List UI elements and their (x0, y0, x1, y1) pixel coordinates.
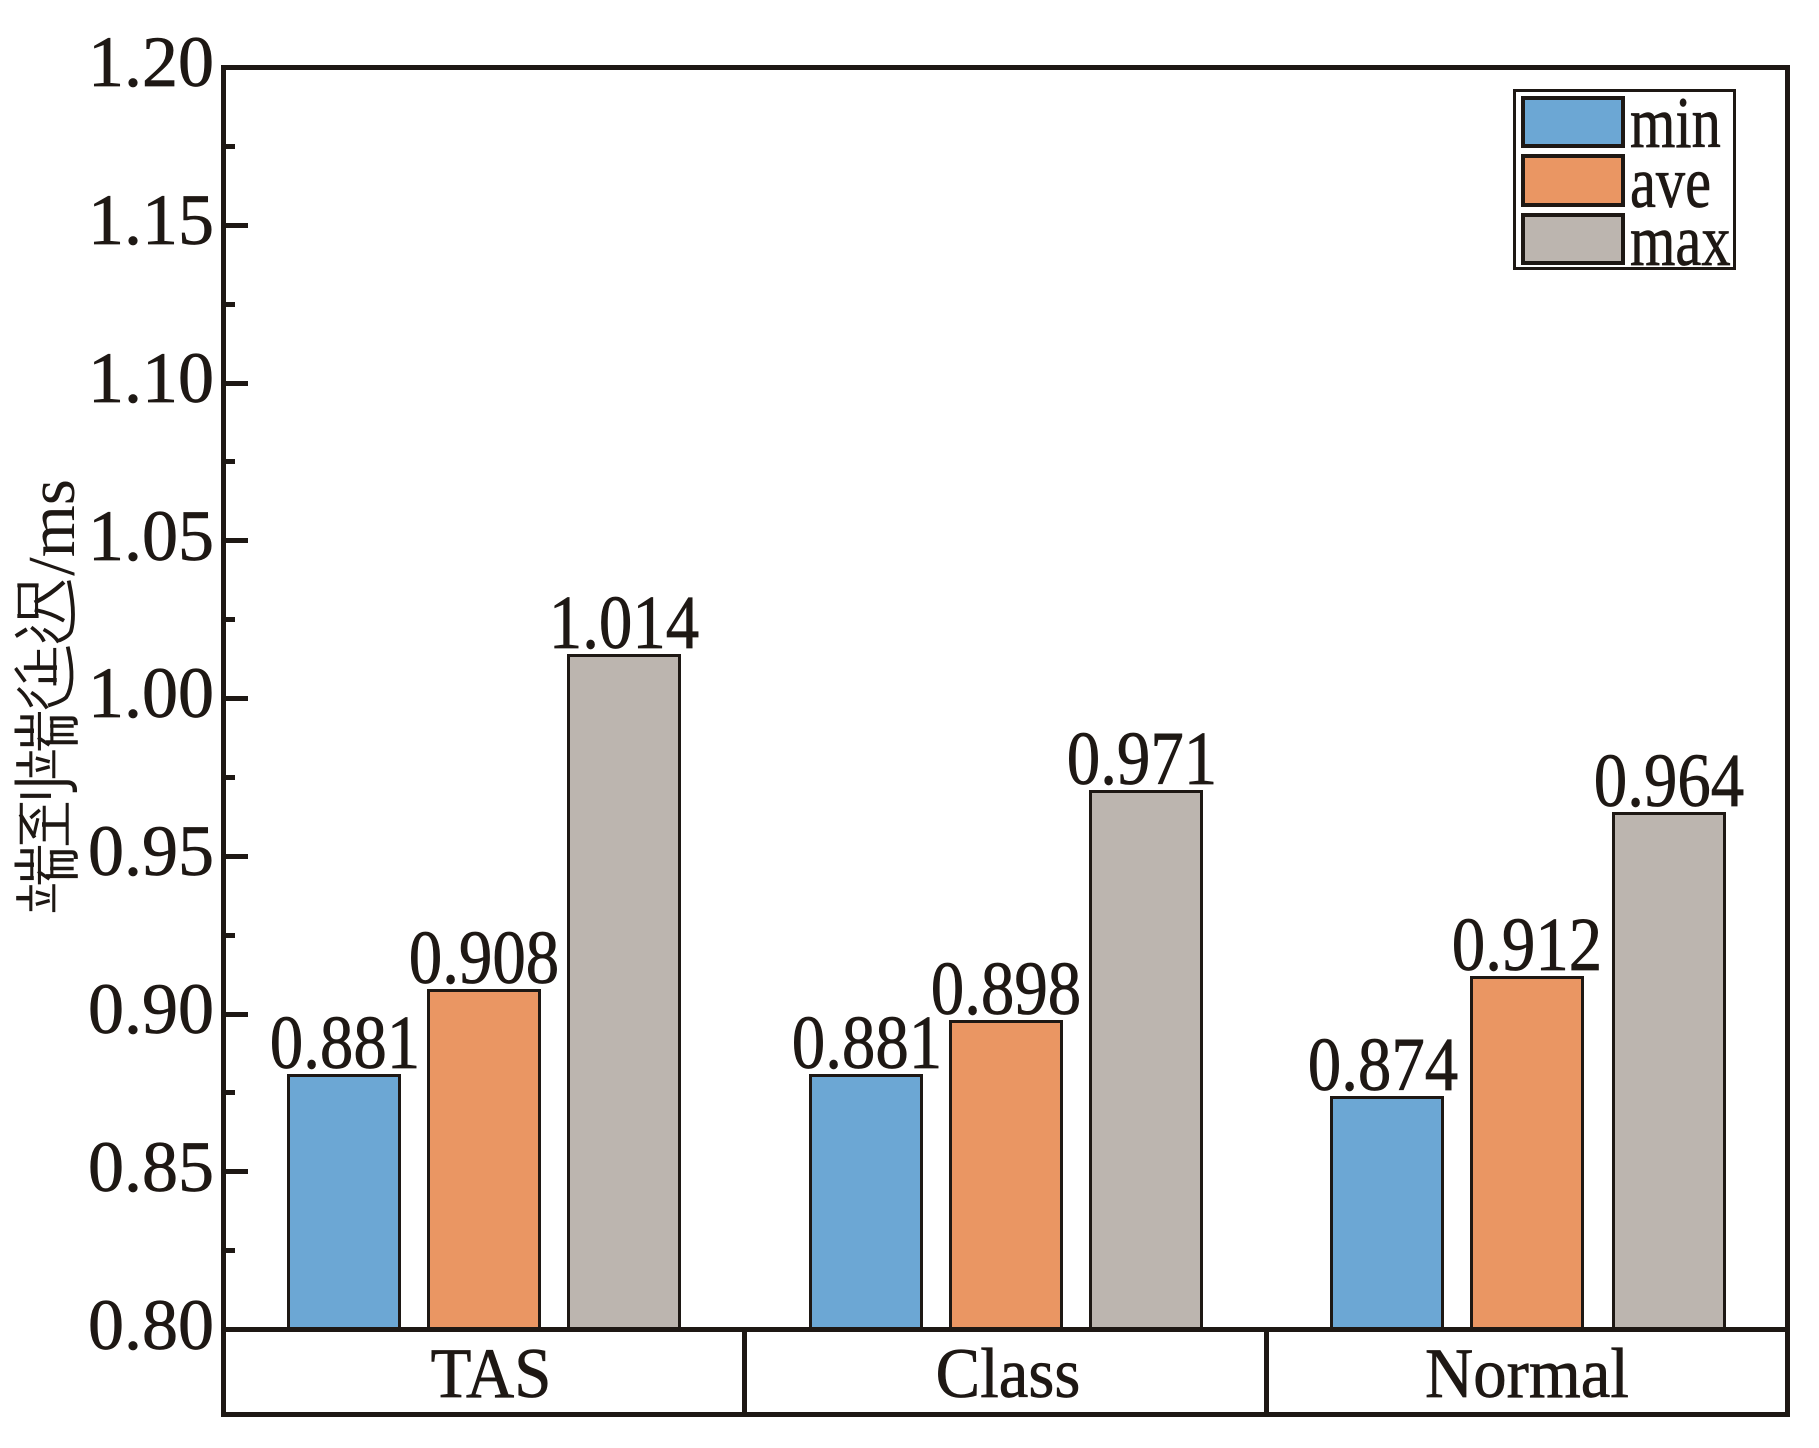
svg-text:/ms: /ms (15, 479, 84, 576)
